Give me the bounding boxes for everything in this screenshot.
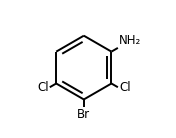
- Text: Cl: Cl: [37, 81, 49, 94]
- Text: NH₂: NH₂: [119, 34, 142, 47]
- Text: Br: Br: [77, 108, 90, 121]
- Text: Cl: Cl: [119, 81, 131, 94]
